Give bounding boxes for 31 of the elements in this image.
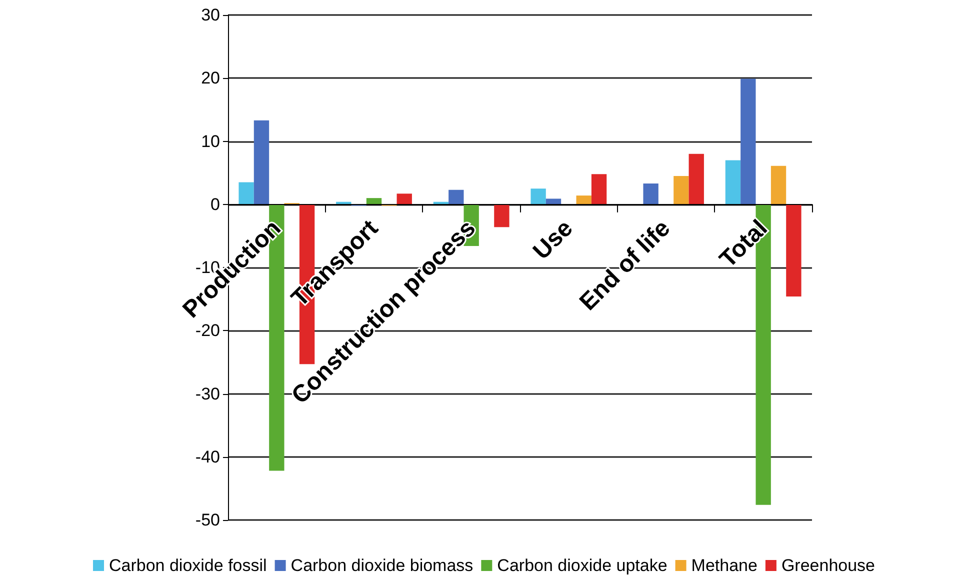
bar [688, 154, 704, 204]
legend-label: Methane [691, 556, 758, 575]
bar [770, 166, 786, 204]
bar [494, 204, 510, 228]
bar [448, 190, 464, 204]
y-tick-label: 20 [201, 68, 220, 88]
y-tick-label: 10 [201, 132, 220, 151]
bar [591, 174, 607, 204]
y-tick-label: -40 [195, 447, 220, 466]
y-tick-label: -50 [195, 510, 220, 530]
y-tick-label: 30 [201, 6, 220, 24]
bar [674, 176, 689, 204]
bar [366, 198, 382, 204]
bar [576, 196, 592, 204]
y-tick-label: -30 [195, 384, 220, 404]
x-tick-label: Use [528, 214, 578, 266]
bar [740, 78, 756, 204]
bar [238, 182, 254, 204]
y-tick-label: -20 [195, 321, 220, 340]
bar [396, 194, 412, 204]
y-tick-label: 0 [210, 194, 220, 214]
bar [254, 120, 270, 204]
bar [643, 184, 658, 204]
legend-label: Carbon dioxide fossil [108, 556, 267, 575]
legend-label: Carbon dioxide uptake [497, 556, 668, 575]
bar [725, 160, 741, 204]
bar [786, 204, 802, 297]
bar [530, 188, 546, 204]
bar [546, 198, 562, 204]
legend-label: Carbon dioxide biomass [290, 556, 474, 575]
legend-label: Greenhouse [781, 556, 876, 575]
